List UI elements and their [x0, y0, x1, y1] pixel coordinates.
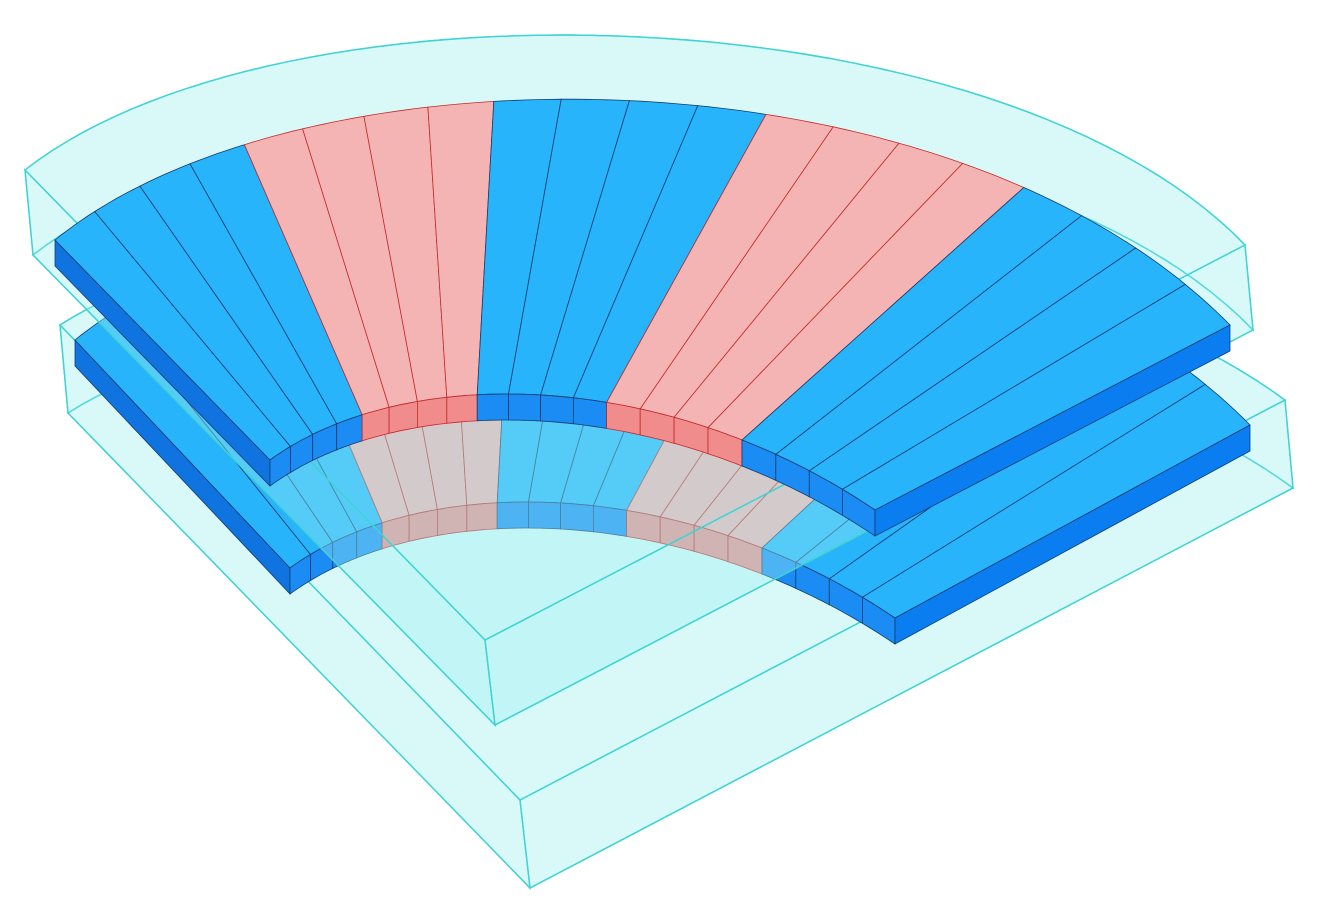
segment-inner-face	[388, 401, 418, 434]
segment-inner-face	[508, 393, 541, 422]
segment-inner-face	[476, 393, 509, 422]
segment-inner-face	[573, 397, 607, 429]
upper-magnet-ring	[54, 98, 1231, 537]
segment-inner-face	[540, 394, 574, 425]
end-face	[894, 424, 1251, 645]
segment-inner-face	[446, 394, 478, 424]
end-face	[874, 324, 1231, 537]
segment-inner-face	[416, 396, 448, 428]
